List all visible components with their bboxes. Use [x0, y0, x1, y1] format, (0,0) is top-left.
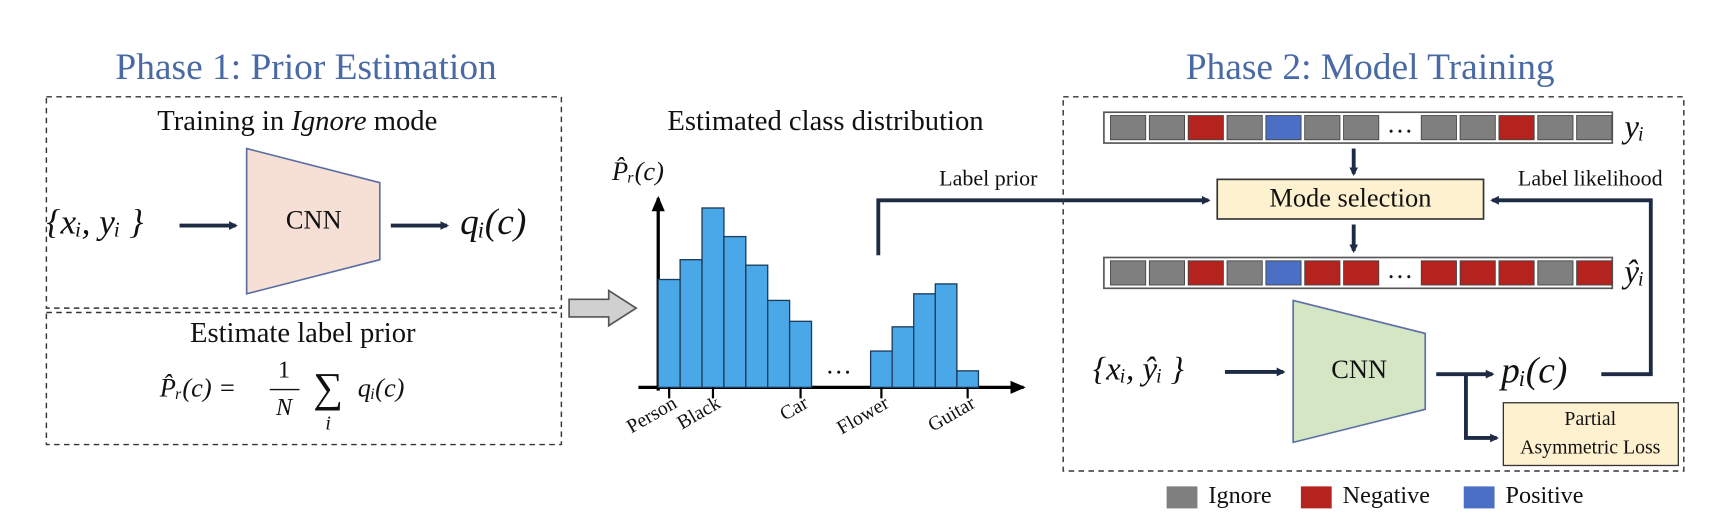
gap: …: [825, 350, 851, 380]
label-cell: [1187, 260, 1224, 286]
bar: [767, 299, 791, 389]
label-cell: [1537, 115, 1574, 141]
bar: [869, 350, 893, 389]
formula-sum: ∑: [313, 365, 343, 411]
bar: [701, 207, 725, 389]
bar: [934, 283, 958, 389]
output: qᵢ(c): [460, 202, 526, 243]
legend-label: Negative: [1343, 482, 1430, 509]
row-gap: …: [1387, 254, 1413, 284]
likelihood-label: Label likelihood: [1518, 166, 1663, 191]
label-cell: [1148, 115, 1185, 141]
label-cell: [1343, 115, 1380, 141]
dist-title: Estimated class distribution: [667, 106, 983, 137]
loss-label: Asymmetric Loss: [1520, 437, 1660, 459]
phase-arrow: [568, 289, 638, 328]
formula-den: N: [275, 394, 294, 421]
formula-num: 1: [278, 356, 290, 383]
legend-swatch: [1463, 486, 1495, 509]
category-label: Person: [623, 392, 681, 438]
legend-swatch: [1166, 486, 1198, 509]
cnn-label: CNN: [1331, 354, 1387, 384]
formula-rhs: qᵢ(c): [358, 373, 405, 403]
label-cell: [1576, 260, 1613, 286]
bar: [745, 264, 769, 389]
label-cell: [1226, 115, 1263, 141]
legend-label: Ignore: [1208, 482, 1271, 509]
bar: [788, 320, 813, 389]
prior-link: [876, 195, 1211, 256]
training-title: Training in Ignore mode: [157, 106, 437, 137]
bar: [913, 293, 936, 389]
category-label: Flower: [833, 392, 893, 439]
y-axis-label: P̂ᵣ(c): [611, 156, 664, 186]
bar: [723, 235, 747, 389]
input: {xᵢ, ŷᵢ }: [1093, 352, 1184, 388]
category-label: Car: [776, 392, 812, 426]
label-cell: [1343, 260, 1380, 286]
label-cell: [1187, 115, 1224, 141]
label-cell: [1420, 260, 1457, 286]
phase1-title: Phase 1: Prior Estimation: [115, 47, 497, 88]
target-label: yᵢ: [1621, 109, 1644, 145]
mode-label: Mode selection: [1269, 182, 1431, 212]
label-cell: [1304, 115, 1341, 141]
arrow: [1464, 374, 1499, 443]
bar: [891, 326, 915, 389]
label-cell: [1420, 115, 1457, 141]
row-gap: …: [1387, 109, 1413, 139]
legend-label: Positive: [1506, 482, 1584, 509]
bar: [679, 259, 703, 389]
cnn-shape: [245, 147, 381, 295]
phase2-box: [1062, 96, 1685, 472]
legend-swatch: [1300, 486, 1332, 509]
label-cell: [1110, 260, 1147, 286]
bar: [657, 278, 681, 389]
link-label: Label prior: [939, 166, 1038, 191]
loss-box: [1502, 402, 1679, 467]
loss-label: Partial: [1564, 408, 1616, 430]
formula-lhs: P̂ᵣ(c) =: [159, 373, 236, 403]
cnn-label: CNN: [286, 204, 342, 234]
label-cell: [1576, 115, 1613, 141]
bar: [956, 370, 980, 389]
phase2-title: Phase 2: Model Training: [1186, 47, 1555, 88]
label-cell: [1265, 115, 1302, 141]
mode-box: [1216, 178, 1485, 220]
label-cell: [1304, 260, 1341, 286]
training-box: [45, 96, 563, 309]
label-cell: [1226, 260, 1263, 286]
label-cell: [1265, 260, 1302, 286]
label-cell: [1498, 260, 1535, 286]
output: pᵢ(c): [1498, 351, 1567, 392]
label-cell: [1537, 260, 1574, 286]
label-cell: [1459, 260, 1496, 286]
new-target-label: ŷᵢ: [1621, 255, 1644, 291]
formula-index: i: [325, 412, 331, 434]
label-cell: [1110, 115, 1147, 141]
prior-box: [45, 311, 563, 446]
prior-title: Estimate label prior: [190, 318, 416, 349]
label-cell: [1498, 115, 1535, 141]
label-cell: [1459, 115, 1496, 141]
cnn-shape: [1292, 299, 1427, 444]
category-label: Black: [673, 392, 724, 434]
likelihood-link: [1490, 195, 1653, 377]
input: {xᵢ, yᵢ }: [46, 203, 143, 242]
category-label: Guitar: [924, 392, 979, 437]
label-cell: [1148, 260, 1185, 286]
